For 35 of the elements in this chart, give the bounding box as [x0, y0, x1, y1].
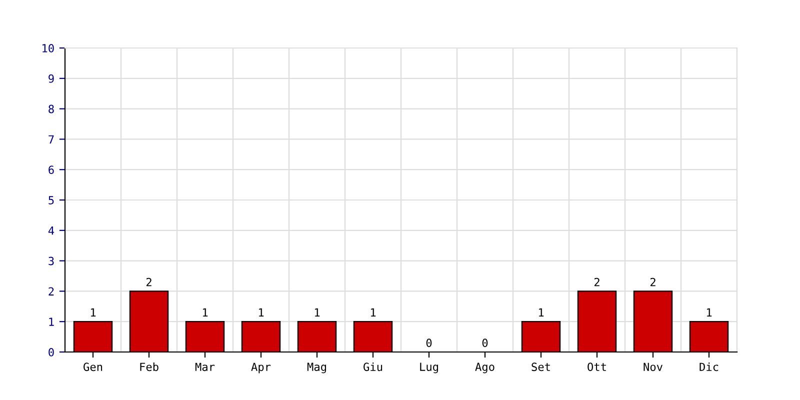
x-tick-label: Mag [307, 362, 326, 374]
x-tick-label: Apr [251, 362, 271, 374]
y-tick-label: 6 [48, 166, 54, 174]
data-label: 2 [650, 278, 656, 286]
x-tick-label: Gen [84, 362, 102, 372]
y-tick-label: 8 [48, 104, 54, 114]
y-tick-label: 4 [48, 226, 54, 235]
x-tick-label: Nov [644, 362, 662, 372]
data-label: 1 [706, 308, 712, 317]
y-tick-label: 5 [48, 196, 54, 204]
x-tick-label: Giu [364, 362, 382, 372]
x-tick-label: Feb [140, 362, 158, 372]
data-label: 1 [370, 308, 376, 317]
y-tick-label: 2 [48, 287, 54, 296]
data-label: 0 [482, 338, 488, 348]
y-tick-label: 0 [48, 348, 54, 356]
x-tick-label: Set [532, 362, 550, 372]
y-tick-label: 1 [49, 318, 54, 326]
data-label: 1 [202, 308, 208, 317]
data-label: 0 [426, 338, 432, 348]
data-label: 1 [314, 308, 320, 317]
x-tick-label: Ott [588, 362, 606, 372]
data-label: 1 [538, 308, 544, 317]
x-tick-label: Mar [195, 362, 215, 372]
data-label: 1 [258, 308, 264, 317]
y-tick-label: 3 [48, 256, 54, 266]
y-tick-label: 10 [42, 44, 54, 52]
data-label: 1 [90, 308, 96, 317]
data-label: 2 [594, 278, 600, 286]
x-tick-label: Ago [475, 362, 494, 374]
y-tick-label: 9 [48, 74, 54, 83]
y-tick-label: 7 [48, 135, 54, 144]
x-tick-label: Dic [700, 362, 718, 372]
x-tick-label: Lug [420, 362, 438, 374]
data-label: 2 [146, 278, 152, 286]
